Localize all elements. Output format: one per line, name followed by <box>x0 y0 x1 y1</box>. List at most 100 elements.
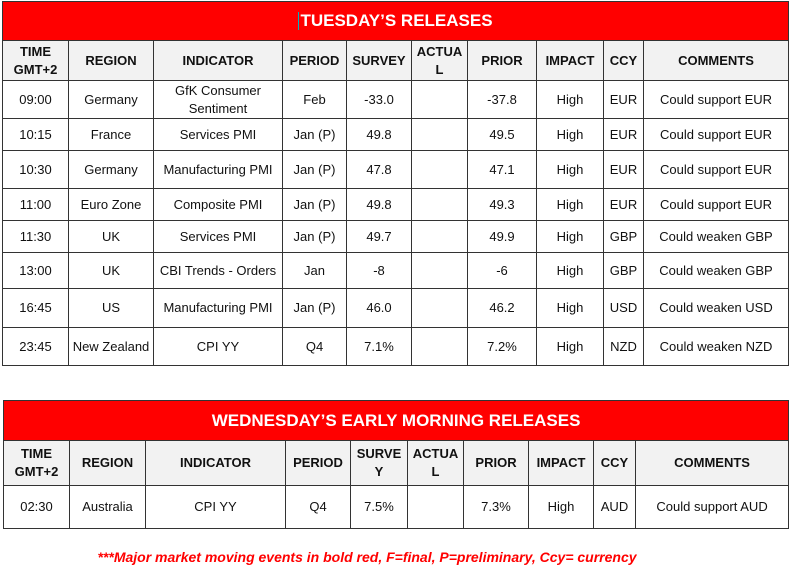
cell-indicator: Composite PMI <box>153 188 283 221</box>
cell-ccy: USD <box>603 288 644 328</box>
cell-actual <box>411 118 468 151</box>
table-row: 23:45 New Zealand CPI YY Q4 7.1% 7.2% High NZD C… <box>2 327 790 366</box>
cell-prior: 49.9 <box>467 220 537 253</box>
cell-time: 13:00 <box>2 252 69 289</box>
cell-survey: 7.5% <box>350 485 408 529</box>
header-row: TIME GMT+2 REGION INDICATOR PERIOD SURVEY ACT… <box>3 440 790 486</box>
cell-indicator: Manufacturing PMI <box>153 288 283 328</box>
cell-period: Jan (P) <box>282 288 347 328</box>
cell-survey: 49.8 <box>346 188 412 221</box>
cell-ccy: EUR <box>603 150 644 189</box>
cell-region: Germany <box>68 80 154 119</box>
cell-indicator: CBI Trends - Orders <box>153 252 283 289</box>
table-row: 11:00 Euro Zone Composite PMI Jan (P) 49.8 49… <box>2 188 790 221</box>
column-header-actual: ACTUAL <box>407 440 464 486</box>
cell-comments: Could weaken GBP <box>642 220 790 253</box>
column-header-actual: ACTUAL <box>411 40 468 81</box>
column-header-prior: PRIOR <box>463 440 529 486</box>
column-header-region: REGION <box>68 40 154 81</box>
cell-indicator: Services PMI <box>153 220 283 253</box>
cell-ccy: EUR <box>603 80 644 119</box>
cell-period: Jan (P) <box>282 220 347 253</box>
column-header-time: TIME GMT+2 <box>3 440 70 486</box>
table-row: 10:30 Germany Manufacturing PMI Jan (P) 47.8… <box>2 150 790 189</box>
column-header-impact: IMPACT <box>536 40 604 81</box>
cell-survey: 46.0 <box>346 288 412 328</box>
cell-prior: 49.5 <box>467 118 537 151</box>
column-header-period: PERIOD <box>282 40 347 81</box>
cell-region: UK <box>68 220 154 253</box>
cell-actual <box>411 80 468 119</box>
cell-impact: High <box>536 327 604 366</box>
table-row: 10:15 France Services PMI Jan (P) 49.8 49.5 Hi… <box>2 118 790 151</box>
wednesday-releases-table: WEDNESDAY’S EARLY MORNING RELEASES TIME … <box>2 400 790 529</box>
cell-comments: Could weaken USD <box>642 288 790 328</box>
cell-impact: High <box>536 220 604 253</box>
cell-survey: 7.1% <box>346 327 412 366</box>
cell-survey: 49.8 <box>346 118 412 151</box>
cell-indicator: Services PMI <box>153 118 283 151</box>
column-header-ccy: CCY <box>593 440 636 486</box>
column-header-indicator: INDICATOR <box>153 40 283 81</box>
cell-indicator: CPI YY <box>145 485 286 529</box>
cell-period: Jan (P) <box>282 118 347 151</box>
column-header-comments: COMMENTS <box>642 40 790 81</box>
cell-region: US <box>68 288 154 328</box>
cell-actual <box>411 327 468 366</box>
cell-time: 23:45 <box>2 327 69 366</box>
cell-time: 02:30 <box>3 485 70 529</box>
cell-prior: -37.8 <box>467 80 537 119</box>
cell-impact: High <box>536 288 604 328</box>
column-header-survey: SURVEY <box>350 440 408 486</box>
table-row: 09:00 Germany GfK Consumer Sentiment Feb -33… <box>2 80 790 119</box>
cell-actual <box>411 252 468 289</box>
table-row: 11:30 UK Services PMI Jan (P) 49.7 49.9 High GB… <box>2 220 790 253</box>
cell-comments: Could support EUR <box>642 118 790 151</box>
cell-survey: -8 <box>346 252 412 289</box>
cell-actual <box>407 485 464 529</box>
cell-time: 11:30 <box>2 220 69 253</box>
column-header-time: TIME GMT+2 <box>2 40 69 81</box>
table-row: 16:45 US Manufacturing PMI Jan (P) 46.0 46.2 H… <box>2 288 790 328</box>
cell-actual <box>411 288 468 328</box>
cell-ccy: EUR <box>603 188 644 221</box>
cell-ccy: AUD <box>593 485 636 529</box>
cell-region: Germany <box>68 150 154 189</box>
column-header-indicator: INDICATOR <box>145 440 286 486</box>
cell-impact: High <box>528 485 594 529</box>
cell-actual <box>411 150 468 189</box>
footnote: ***Major market moving events in bold re… <box>97 549 637 565</box>
cell-time: 16:45 <box>2 288 69 328</box>
cell-prior: 47.1 <box>467 150 537 189</box>
text-cursor <box>298 12 300 31</box>
cell-impact: High <box>536 188 604 221</box>
cell-impact: High <box>536 80 604 119</box>
cell-indicator: Manufacturing PMI <box>153 150 283 189</box>
cell-time: 10:15 <box>2 118 69 151</box>
cell-time: 09:00 <box>2 80 69 119</box>
table-row: 13:00 UK CBI Trends - Orders Jan -8 -6 High GBP… <box>2 252 790 289</box>
column-header-prior: PRIOR <box>467 40 537 81</box>
cell-period: Q4 <box>282 327 347 366</box>
cell-region: UK <box>68 252 154 289</box>
cell-period: Jan (P) <box>282 188 347 221</box>
cell-survey: 47.8 <box>346 150 412 189</box>
cell-ccy: GBP <box>603 252 644 289</box>
cell-ccy: GBP <box>603 220 644 253</box>
column-header-impact: IMPACT <box>528 440 594 486</box>
cell-comments: Could support AUD <box>634 485 790 529</box>
column-header-survey: SURVEY <box>346 40 412 81</box>
cell-region: France <box>68 118 154 151</box>
cell-survey: 49.7 <box>346 220 412 253</box>
column-header-region: REGION <box>69 440 146 486</box>
table-title: WEDNESDAY’S EARLY MORNING RELEASES <box>2 400 790 441</box>
table-row: 02:30 Australia CPI YY Q4 7.5% 7.3% High AUD Cou… <box>3 485 790 529</box>
cell-region: Euro Zone <box>68 188 154 221</box>
column-header-period: PERIOD <box>285 440 351 486</box>
cell-comments: Could support EUR <box>642 150 790 189</box>
cell-period: Feb <box>282 80 347 119</box>
cell-comments: Could support EUR <box>642 80 790 119</box>
cell-prior: -6 <box>467 252 537 289</box>
cell-impact: High <box>536 252 604 289</box>
cell-region: Australia <box>69 485 146 529</box>
